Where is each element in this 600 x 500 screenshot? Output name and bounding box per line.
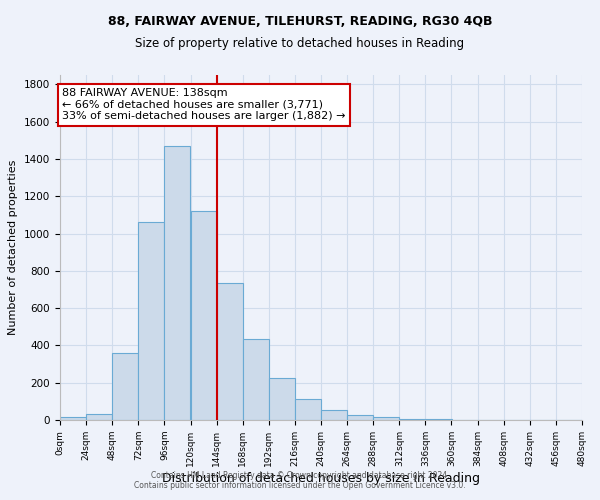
Bar xyxy=(242,339,269,420)
Text: 88, FAIRWAY AVENUE, TILEHURST, READING, RG30 4QB: 88, FAIRWAY AVENUE, TILEHURST, READING, … xyxy=(108,15,492,28)
Text: 88 FAIRWAY AVENUE: 138sqm
← 66% of detached houses are smaller (3,771)
33% of se: 88 FAIRWAY AVENUE: 138sqm ← 66% of detac… xyxy=(62,88,346,122)
Bar xyxy=(217,283,242,420)
Bar xyxy=(400,419,425,420)
Y-axis label: Number of detached properties: Number of detached properties xyxy=(8,160,19,335)
Bar xyxy=(321,410,347,420)
Text: Contains HM Land Registry data © Crown copyright and database right 2024.
Contai: Contains HM Land Registry data © Crown c… xyxy=(134,470,466,490)
Bar xyxy=(295,400,321,420)
Bar xyxy=(191,211,217,420)
Bar xyxy=(60,417,86,420)
Bar xyxy=(164,146,190,420)
Bar xyxy=(112,353,138,420)
X-axis label: Distribution of detached houses by size in Reading: Distribution of detached houses by size … xyxy=(162,472,480,484)
Bar xyxy=(139,222,164,420)
Text: Size of property relative to detached houses in Reading: Size of property relative to detached ho… xyxy=(136,38,464,51)
Bar xyxy=(347,416,373,420)
Bar xyxy=(373,417,400,420)
Bar xyxy=(269,378,295,420)
Bar xyxy=(86,414,112,420)
